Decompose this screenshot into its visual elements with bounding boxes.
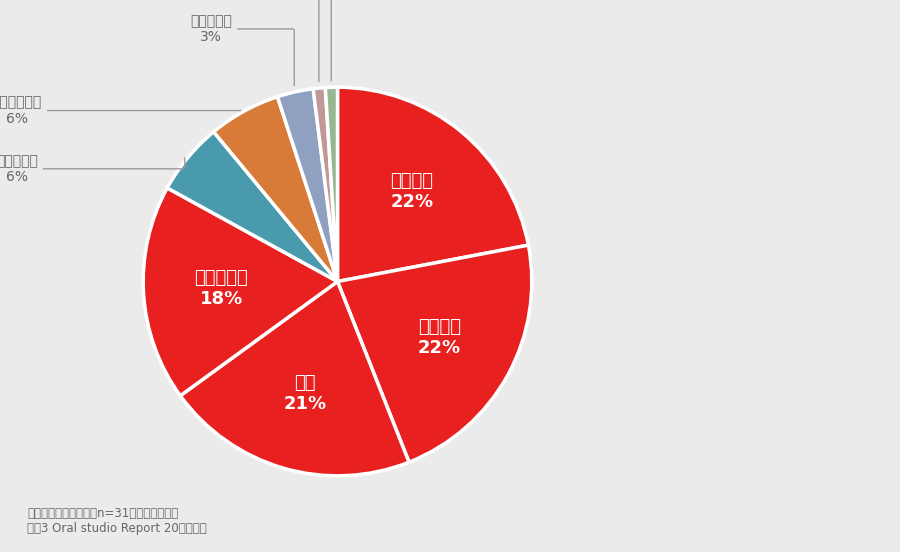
Text: 防湿
21%: 防湿 21% <box>284 374 327 413</box>
Text: ポスト径  1%: ポスト径 1% <box>319 0 535 82</box>
Text: レジン浸透
18%: レジン浸透 18% <box>194 269 248 308</box>
Text: 操作が煩雑
3%: 操作が煩雑 3% <box>190 14 294 86</box>
Wedge shape <box>143 188 338 396</box>
Text: チェアタイム
6%: チェアタイム 6% <box>0 95 241 126</box>
Wedge shape <box>313 88 338 282</box>
Wedge shape <box>277 89 338 282</box>
Text: 印象操作  1%: 印象操作 1% <box>331 0 535 81</box>
Text: レジン築盛
6%: レジン築盛 6% <box>0 153 184 184</box>
Wedge shape <box>180 282 409 476</box>
Wedge shape <box>213 97 338 282</box>
Wedge shape <box>325 87 338 282</box>
Text: 接着強さ
22%: 接着強さ 22% <box>391 172 434 211</box>
Text: アンケート調査結果　n=31（複数回答）、
文献3 Oral studio Report 20より改編: アンケート調査結果 n=31（複数回答）、 文献3 Oral studio Re… <box>27 507 207 535</box>
Text: 接着操作
22%: 接着操作 22% <box>418 319 461 357</box>
Wedge shape <box>338 87 528 282</box>
Wedge shape <box>338 245 532 462</box>
Wedge shape <box>167 132 338 282</box>
